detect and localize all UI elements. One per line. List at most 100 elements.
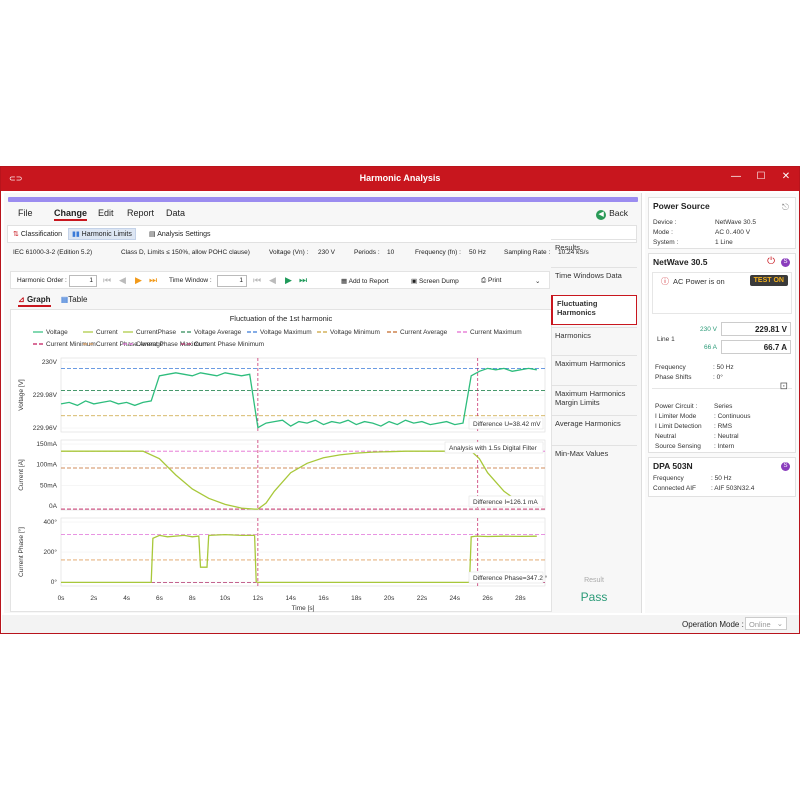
dpa-frequency-value: : 50 Hz (711, 475, 732, 482)
last-icon[interactable]: ⏭ (149, 275, 158, 285)
y-tick-label: 100mA (36, 462, 57, 469)
legend-label: Voltage Maximum (260, 329, 312, 336)
x-tick-label: 4s (123, 595, 131, 602)
dpa-card: DPA 503N S Frequency : 50 Hz Connected A… (648, 457, 796, 497)
menu-data[interactable]: Data (166, 208, 186, 218)
harmonic-order-input[interactable]: 1 (69, 275, 97, 287)
y-tick-label: 229.98V (33, 392, 58, 399)
y-axis-label: Current Phase [°] (17, 527, 25, 577)
standard-text: IEC 61000-3-2 (Edition 5.2) (13, 249, 93, 256)
sampling-value: 10.24 kS/s (558, 249, 589, 256)
voltage-measured: 229.81 V (721, 322, 791, 336)
printer-icon: ⎙ (481, 277, 487, 284)
phase-value: : 0° (713, 374, 723, 381)
mode-label: Mode : (653, 229, 673, 236)
info-bar: IEC 61000-3-2 (Edition 5.2) Class D, Lim… (7, 245, 637, 261)
neutral-label: Neutral (655, 433, 676, 440)
tw-last-icon[interactable]: ⏭ (299, 275, 308, 285)
tab-min-max-values[interactable]: Min-Max Values (551, 445, 637, 473)
x-tick-label: 0s (58, 595, 66, 602)
tab-fluctuating-harmonics[interactable]: Fluctuating Harmonics (551, 295, 637, 325)
tab-results[interactable]: Results (551, 239, 637, 265)
y-tick-label: 229.96V (33, 425, 58, 432)
ac-power-text: AC Power is on (673, 277, 725, 286)
view-tabs: ⊿ Graph ▦Table (18, 295, 88, 307)
netwave-card: NetWave 30.5 ⏻ S ⓘ AC Power is on TEST O… (648, 253, 796, 453)
prev-icon[interactable]: ◀ (119, 275, 126, 285)
menu-change[interactable]: Change (54, 208, 88, 221)
x-tick-label: 16s (318, 595, 329, 602)
y-tick-label: 400° (44, 518, 58, 526)
ribbon: ⇅ Classification ▮▮ Harmonic Limits ▤ An… (7, 225, 637, 243)
operation-mode-select[interactable]: Online ⌄ (745, 617, 787, 630)
x-tick-label: 2s (90, 595, 98, 602)
graph-toolbar: Harmonic Order : 1 ⏮ ◀ ▶ ⏭ Time Window :… (10, 271, 550, 289)
periods-value: 10 (387, 249, 395, 256)
tw-prev-icon[interactable]: ◀ (269, 275, 276, 285)
tw-next-icon[interactable]: ▶ (285, 275, 292, 285)
series-line (61, 450, 537, 510)
tab-table-label: Table (68, 295, 88, 304)
legend-label: Voltage (46, 329, 68, 336)
screen-dump-button[interactable]: ▣ Screen Dump (411, 277, 459, 285)
dpa-title: DPA 503N (653, 461, 693, 471)
legend-label: Current Average (400, 329, 448, 336)
tab-harmonics[interactable]: Harmonics (551, 327, 637, 353)
tab-maximum-harmonics[interactable]: Maximum Harmonics (551, 355, 637, 383)
maximize-button[interactable]: ☐ (756, 171, 766, 182)
x-tick-label: 20s (384, 595, 395, 602)
menu-edit[interactable]: Edit (98, 208, 114, 218)
print-button[interactable]: ⎙ Print (481, 277, 501, 285)
tab-time-windows-data[interactable]: Time Windows Data (551, 267, 637, 293)
minimize-button[interactable]: — (731, 171, 741, 182)
connection-icon[interactable]: ⎋ (781, 202, 789, 212)
tab-maximum-harmonics-margin-limits[interactable]: Maximum Harmonics Margin Limits (551, 385, 637, 413)
settings-doc-icon: ▤ (149, 231, 156, 238)
bar-chart-icon: ▮▮ (72, 231, 80, 238)
back-button[interactable]: ◀ Back (596, 208, 628, 220)
tab-graph[interactable]: ⊿ Graph (18, 295, 51, 307)
result-value: Pass (580, 590, 608, 604)
toolbar-more-icon[interactable]: ⌄ (535, 278, 541, 285)
first-icon[interactable]: ⏮ (103, 275, 112, 285)
analysis-settings-label: Analysis Settings (157, 231, 211, 238)
power-icon[interactable]: ⏻ (767, 256, 775, 267)
mode-value: AC 0..400 V (715, 229, 751, 236)
y-axis-label: Voltage [V] (18, 379, 25, 411)
menu-report[interactable]: Report (127, 208, 155, 218)
classification-button[interactable]: ⇅ Classification (10, 229, 65, 239)
tab-table[interactable]: ▦Table (61, 295, 88, 304)
operation-mode-label: Operation Mode : (682, 620, 744, 629)
next-icon[interactable]: ▶ (135, 275, 142, 285)
device-link-icon[interactable]: ⊡ (779, 381, 788, 392)
periods-label: Periods : (354, 249, 380, 256)
tw-first-icon[interactable]: ⏮ (253, 275, 262, 285)
app-window: ⊂⊃ Harmonic Analysis — ☐ ✕ File Change E… (0, 166, 800, 634)
test-on-button[interactable]: TEST ON (749, 275, 788, 286)
annotation-text: Difference U=38.42 mV (473, 421, 541, 428)
legend-label: Voltage Minimum (330, 329, 380, 336)
time-window-input[interactable]: 1 (217, 275, 247, 287)
menu-file[interactable]: File (18, 208, 33, 218)
tab-average-harmonics[interactable]: Average Harmonics (551, 415, 637, 443)
back-label: Back (609, 208, 628, 218)
chart-svg: Voltage Current CurrentPhase Voltage Averag… (17, 329, 548, 612)
accent-bar (8, 197, 638, 202)
x-tick-label: 26s (482, 595, 493, 602)
harmonic-limits-button[interactable]: ▮▮ Harmonic Limits (68, 228, 136, 240)
aif-value: : AIF 503N32.4 (711, 485, 755, 492)
panel-frame (60, 439, 546, 511)
power-source-title: Power Source (653, 201, 710, 211)
current-setpoint: 66 A (703, 344, 717, 351)
nw-frequency-label: Frequency (655, 364, 686, 371)
annotation-text: Difference Phase=347.2 ° (473, 574, 548, 582)
close-button[interactable]: ✕ (781, 171, 791, 182)
add-to-report-button[interactable]: ▦ Add to Report (341, 277, 389, 285)
legend-label: Current Maximum (470, 329, 522, 336)
print-label: Print (488, 277, 502, 284)
back-arrow-icon: ◀ (596, 210, 607, 220)
y-tick-label: 150mA (36, 441, 57, 448)
legend-label: Current Phase Minimum (194, 341, 264, 348)
x-tick-label: 12s (253, 595, 264, 602)
analysis-settings-button[interactable]: ▤ Analysis Settings (146, 229, 214, 239)
